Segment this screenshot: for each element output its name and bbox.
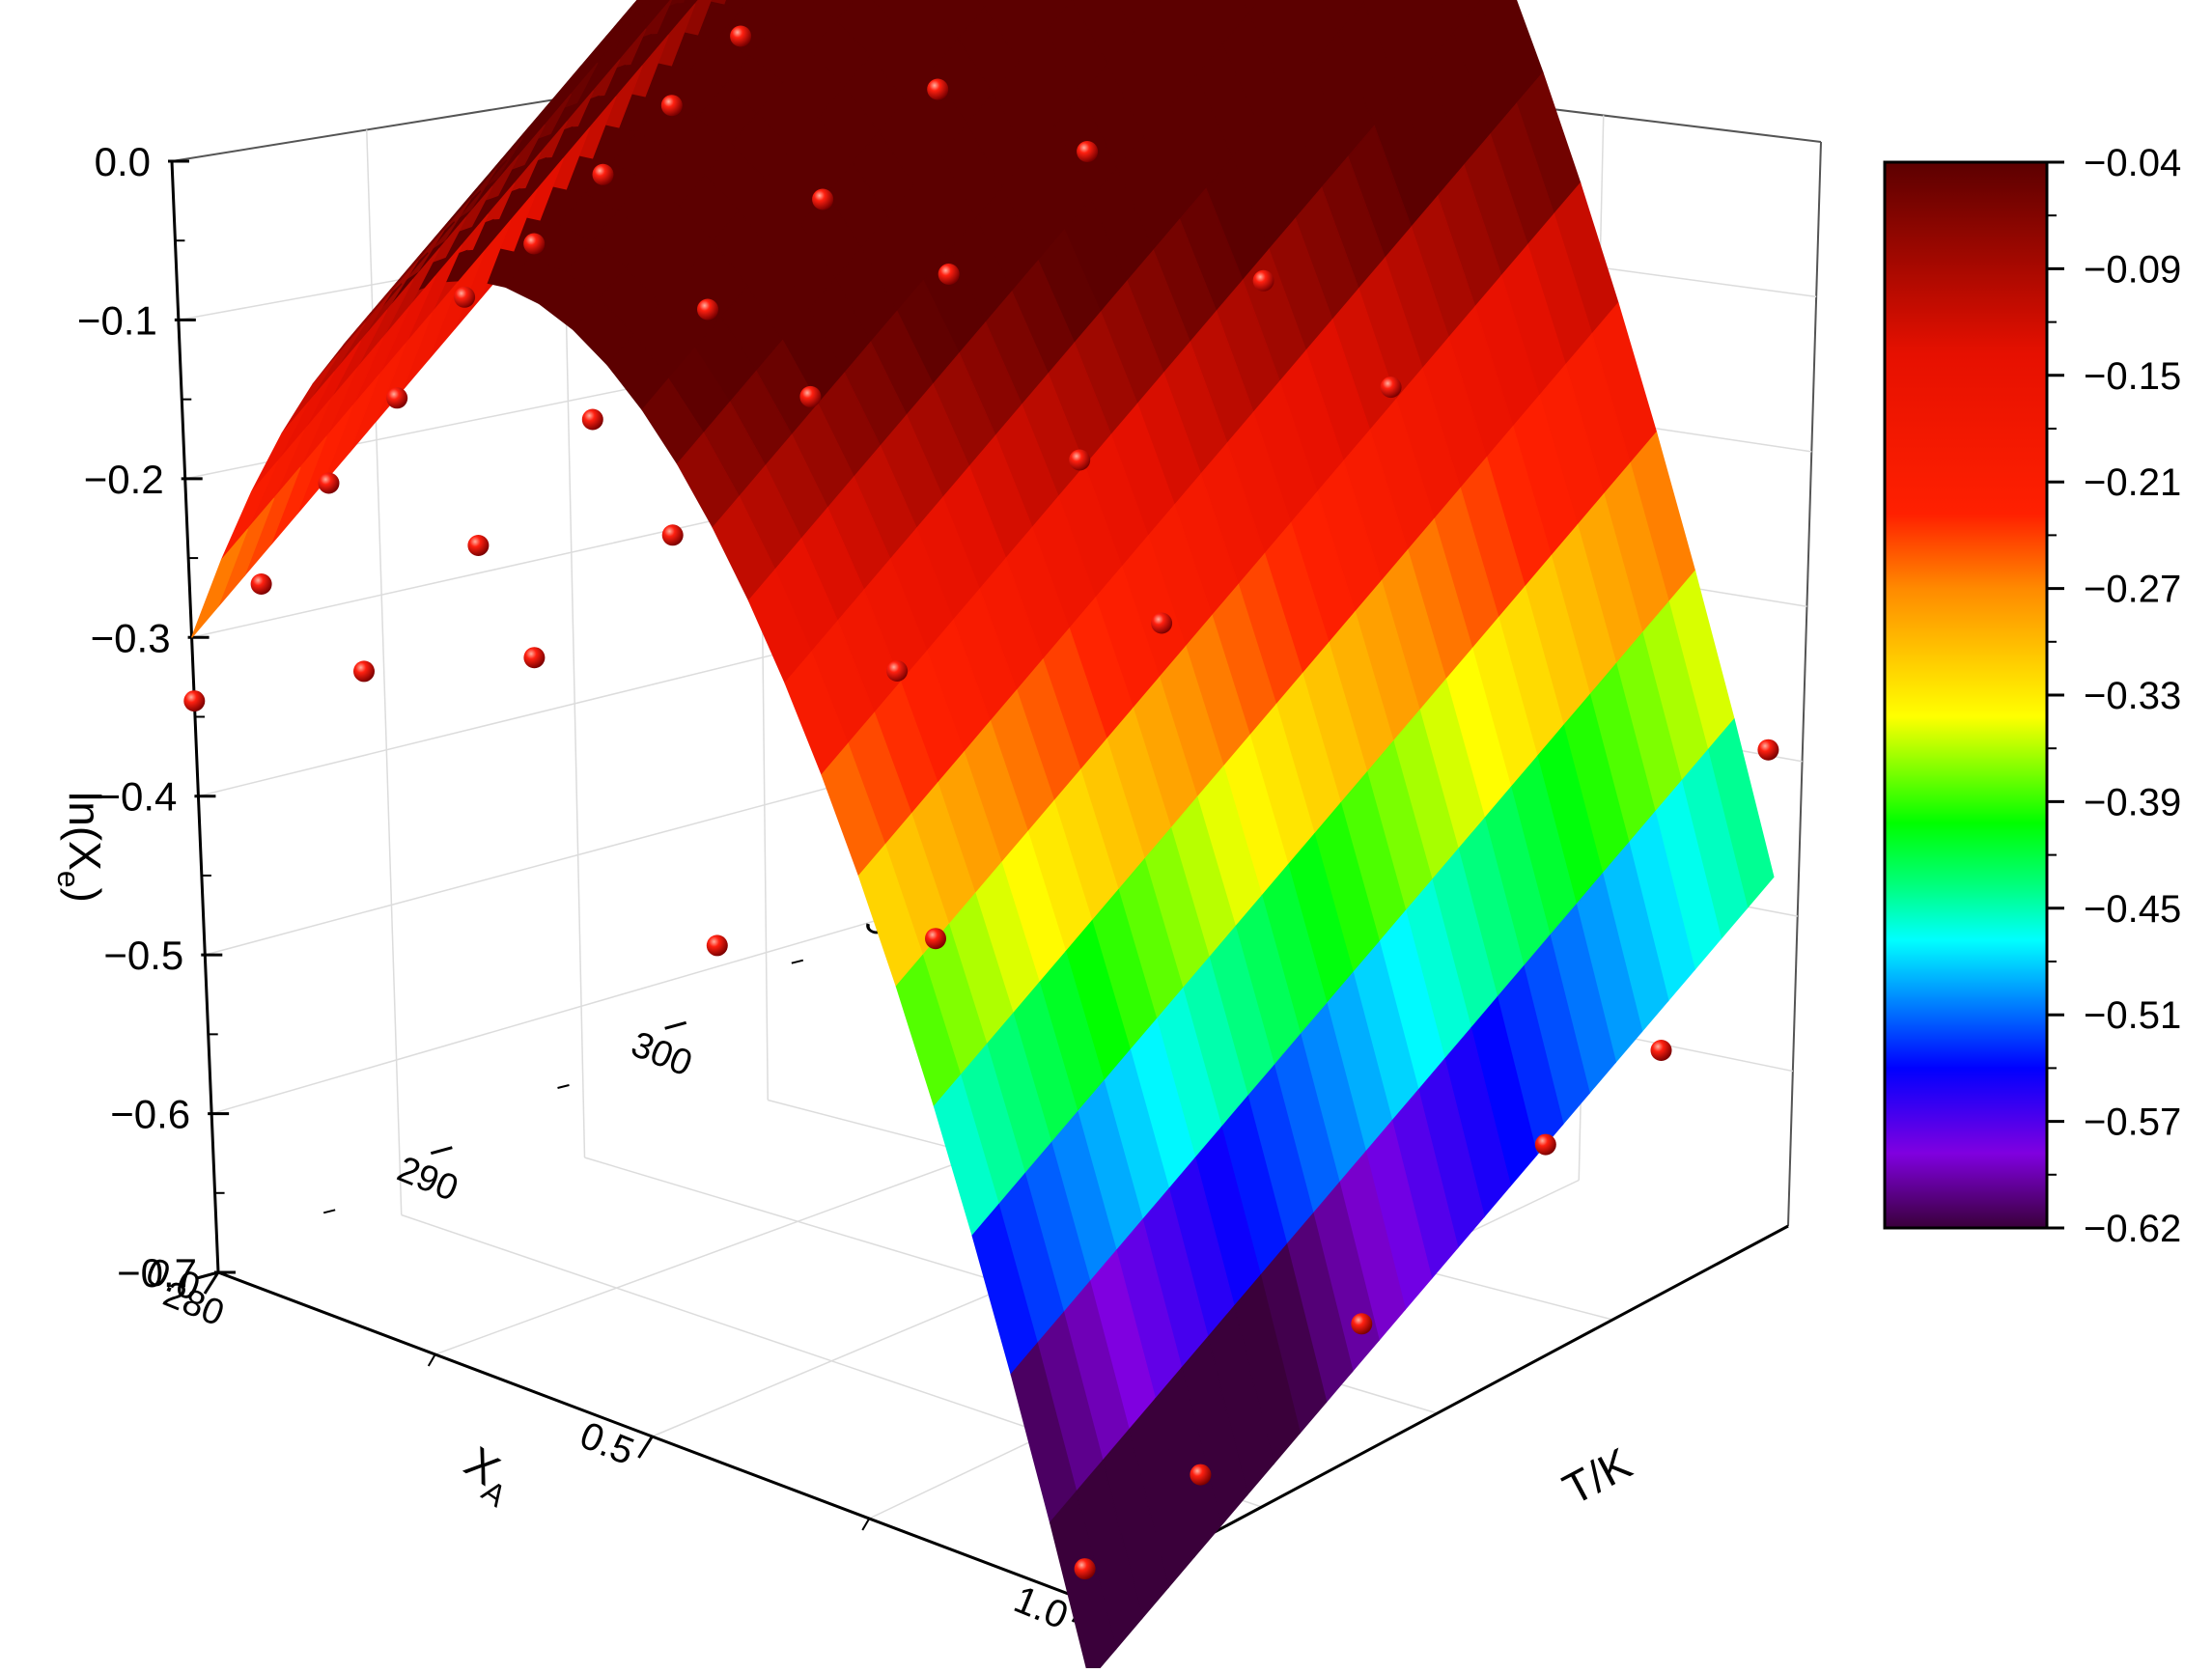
data-point [1077,141,1098,162]
data-point [661,95,683,116]
z-tick-label: −0.3 [91,615,171,660]
data-point [523,647,545,668]
data-point [582,409,603,431]
data-point [938,264,960,285]
x-minor-tick [862,1519,869,1530]
fitted-surface [192,0,1774,1668]
y-axis-ticks: 280290300310 [157,898,932,1334]
data-point [662,524,684,545]
x-tick-label: 0.5 [574,1414,640,1474]
colorbar-tick-label: −0.57 [2084,1101,2181,1144]
data-point [353,660,375,682]
z-tick-label: −0.5 [103,933,183,978]
z-tick-label: −0.2 [84,457,164,502]
data-point [925,928,946,949]
x-tick [639,1436,653,1458]
data-point [812,189,833,210]
data-point [1535,1134,1556,1156]
z-axis-title: ln(Xe) [51,792,110,903]
data-point [927,79,948,100]
x-axis-title: XA [451,1436,526,1514]
data-point [1351,1313,1372,1334]
x-tick-label: 1.0 [1008,1578,1074,1638]
data-point [1651,1040,1672,1061]
z-tick-label: −0.1 [77,297,157,343]
data-point [1075,1558,1096,1579]
data-point [1069,450,1090,471]
colorbar-tick-label: −0.45 [2084,888,2181,931]
data-point [1151,613,1172,634]
x-axis-ticks: 0.00.51.0 [140,1250,1086,1638]
data-point [183,690,205,711]
data-point [1190,1464,1211,1486]
colorbar-tick-label: −0.04 [2084,142,2181,184]
colorbar-tick-label: −0.21 [2084,461,2181,504]
colorbar-tick-label: −0.33 [2084,675,2181,717]
data-point [251,573,272,595]
data-point [523,234,545,255]
y-minor-tick [323,1210,335,1213]
colorbar [1885,162,2047,1228]
colorbar-tick-label: −0.15 [2084,355,2181,398]
y-tick-label: 290 [392,1149,464,1210]
data-point [467,535,489,556]
y-axis-title: T/K [1554,1437,1639,1515]
data-point [593,164,614,185]
colorbar-ticks: −0.04 −0.09 −0.15 −0.21 −0.27 −0.33 −0.39 −0.45… [2047,142,2181,1250]
y-tick-label: 280 [157,1274,230,1335]
data-point [1253,270,1274,292]
colorbar-tick-label: −0.09 [2084,248,2181,291]
x-minor-tick [429,1354,435,1366]
data-point [1757,739,1778,761]
colorbar-tick-label: −0.62 [2084,1208,2181,1250]
data-point [1381,376,1402,398]
data-point [799,386,821,407]
data-point [386,387,407,408]
z-tick-label: 0.0 [95,139,151,184]
data-point [730,26,751,47]
colorbar-tick-label: −0.27 [2084,569,2181,611]
z-tick-label: −0.6 [110,1092,190,1137]
data-point [697,299,718,321]
data-point [319,473,340,494]
y-tick-label: 300 [626,1024,698,1085]
y-tick [665,1022,686,1028]
y-minor-tick [558,1085,570,1088]
data-point [707,934,728,956]
data-point [886,660,908,682]
colorbar-tick-label: −0.51 [2084,994,2181,1037]
y-tick [431,1148,452,1154]
y-minor-tick [792,961,803,963]
surface-patch [192,529,248,637]
colorbar-tick-label: −0.39 [2084,781,2181,823]
data-point [454,287,475,308]
